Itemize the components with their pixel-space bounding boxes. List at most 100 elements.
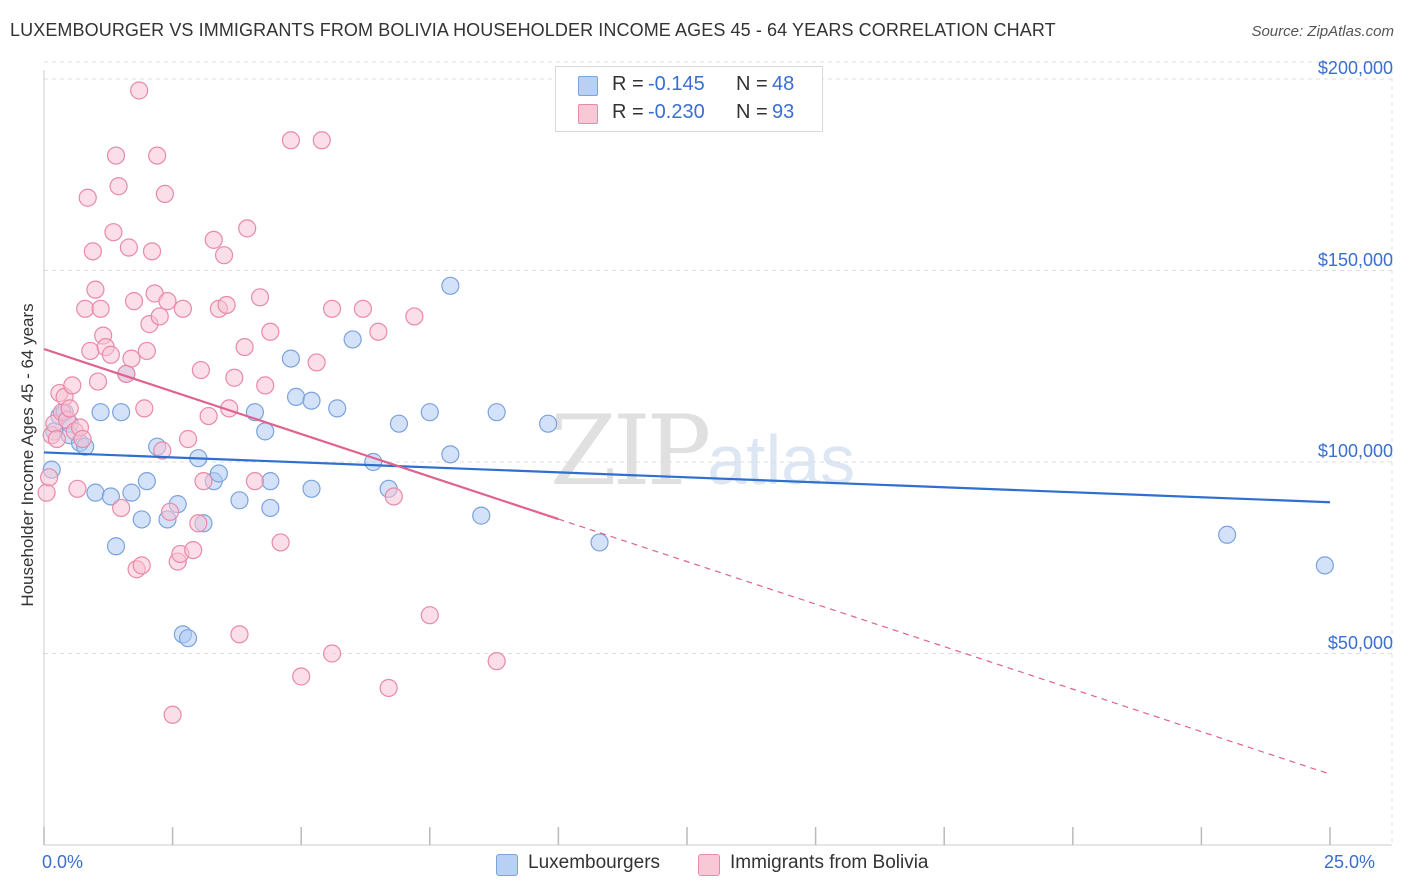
- luxembourgers-point-35: [328, 399, 347, 418]
- bolivia-point-21: [91, 299, 110, 318]
- bolivia-point-37: [137, 341, 156, 361]
- luxembourgers-legend-label: Luxembourgers: [528, 852, 661, 873]
- watermark-atlas: atlas: [707, 421, 856, 499]
- bolivia-legend-swatch: [698, 854, 720, 876]
- bolivia-point-68: [256, 376, 275, 395]
- bolivia-points: [37, 81, 506, 724]
- bolivia-point-19: [86, 280, 105, 299]
- bolivia-point-18: [83, 242, 102, 261]
- x-tick-label-max: 25.0%: [1324, 852, 1376, 872]
- bolivia-point-45: [158, 292, 177, 311]
- y-tick-label-3: $200,000: [1317, 58, 1393, 78]
- bolivia-point-60: [217, 295, 236, 315]
- bolivia-point-39: [142, 242, 162, 261]
- bolivia-swatch: [578, 104, 598, 124]
- bolivia-trend-line-extension: [558, 518, 1331, 775]
- luxembourgers-point-33: [302, 391, 321, 410]
- bolivia-point-34: [130, 81, 149, 100]
- luxembourgers-point-11: [106, 537, 126, 556]
- luxembourgers-point-47: [1218, 525, 1237, 544]
- legend-row-bolivia: R = -0.230 N = 93: [556, 101, 822, 127]
- bolivia-point-74: [312, 131, 331, 150]
- y-tick-label-2: $150,000: [1317, 249, 1393, 270]
- bolivia-point-47: [163, 705, 182, 724]
- bolivia-point-36: [135, 399, 154, 418]
- bolivia-point-83: [487, 652, 506, 671]
- bolivia-point-17: [81, 341, 100, 361]
- luxembourgers-point-40: [420, 403, 439, 422]
- bolivia-point-78: [369, 322, 388, 341]
- n-label: N =: [736, 73, 768, 95]
- luxembourgers-point-9: [91, 403, 110, 422]
- y-tick-label-0: $50,000: [1327, 632, 1393, 653]
- bolivia-point-1: [40, 468, 59, 487]
- luxembourgers-point-15: [132, 510, 151, 529]
- r-label: R =: [612, 73, 644, 95]
- bolivia-point-24: [101, 345, 120, 364]
- bolivia-point-53: [189, 514, 208, 533]
- bolivia-point-72: [292, 667, 311, 686]
- zipatlas-watermark: ZIPatlas: [550, 395, 855, 507]
- bolivia-point-75: [322, 299, 342, 318]
- axes: [43, 70, 1392, 846]
- bolivia-point-76: [322, 644, 342, 663]
- r-label: R =: [612, 101, 644, 123]
- bolivia-point-12: [68, 479, 87, 498]
- luxembourgers-point-46: [590, 533, 609, 552]
- luxembourgers-point-39: [389, 414, 409, 433]
- bolivia-point-50: [173, 299, 192, 318]
- bolivia-point-69: [261, 322, 280, 341]
- bolivia-point-32: [124, 292, 144, 311]
- bolivia-point-66: [245, 472, 265, 491]
- luxembourgers-point-21: [178, 629, 198, 648]
- legend-item-luxembourgers: Luxembourgers: [496, 852, 686, 878]
- luxembourgers-point-16: [137, 472, 156, 491]
- bolivia-point-27: [109, 177, 128, 196]
- bolivia-point-64: [235, 338, 254, 357]
- bolivia-point-51: [178, 429, 198, 449]
- n-value: 93: [772, 101, 795, 123]
- y-tick-label-1: $100,000: [1317, 441, 1393, 461]
- correlation-legend: R = -0.145 N = 48 R = -0.230 N = 93: [555, 66, 823, 132]
- bolivia-point-0: [37, 483, 56, 502]
- y-axis-label: Householder Income Ages 45 - 64 years: [18, 303, 37, 607]
- legend-item-bolivia: Immigrants from Bolivia: [698, 852, 958, 878]
- chart-title: LUXEMBOURGER VS IMMIGRANTS FROM BOLIVIA …: [10, 20, 1056, 40]
- luxembourgers-point-34: [302, 479, 321, 498]
- bolivia-point-73: [307, 353, 326, 372]
- luxembourgers-point-8: [86, 483, 105, 502]
- bolivia-point-20: [88, 372, 108, 391]
- bolivia-point-79: [379, 678, 398, 698]
- bolivia-point-71: [281, 131, 301, 150]
- luxembourgers-point-42: [441, 276, 460, 295]
- luxembourgers-point-32: [286, 387, 306, 406]
- luxembourgers-legend-swatch: [496, 854, 518, 876]
- bolivia-point-46: [160, 502, 180, 521]
- luxembourgers-trend-line: [43, 451, 1331, 504]
- bolivia-legend-label: Immigrants from Bolivia: [730, 852, 929, 873]
- bolivia-point-43: [153, 441, 172, 460]
- luxembourgers-point-28: [256, 422, 275, 441]
- bolivia-point-81: [405, 307, 424, 326]
- bolivia-point-10: [63, 376, 82, 395]
- bolivia-point-54: [191, 360, 210, 380]
- bolivia-point-31: [122, 349, 141, 368]
- bolivia-point-28: [112, 498, 131, 518]
- x-tick-label-min: 0.0%: [42, 852, 84, 872]
- bolivia-point-26: [106, 146, 126, 165]
- luxembourgers-point-41: [441, 445, 460, 464]
- luxembourgers-point-29: [261, 472, 280, 491]
- bolivia-point-14: [73, 429, 92, 449]
- bolivia-point-16: [78, 188, 97, 207]
- luxembourgers-point-45: [539, 414, 558, 433]
- luxembourgers-point-48: [1315, 556, 1334, 575]
- bolivia-point-63: [230, 625, 249, 644]
- watermark-zip: ZIP: [550, 395, 711, 507]
- luxembourgers-point-10: [101, 487, 120, 506]
- bolivia-point-59: [214, 246, 234, 265]
- luxembourgers-point-26: [230, 491, 249, 510]
- bolivia-point-4: [47, 429, 66, 449]
- bolivia-point-80: [384, 487, 403, 506]
- r-value: -0.145: [648, 73, 705, 95]
